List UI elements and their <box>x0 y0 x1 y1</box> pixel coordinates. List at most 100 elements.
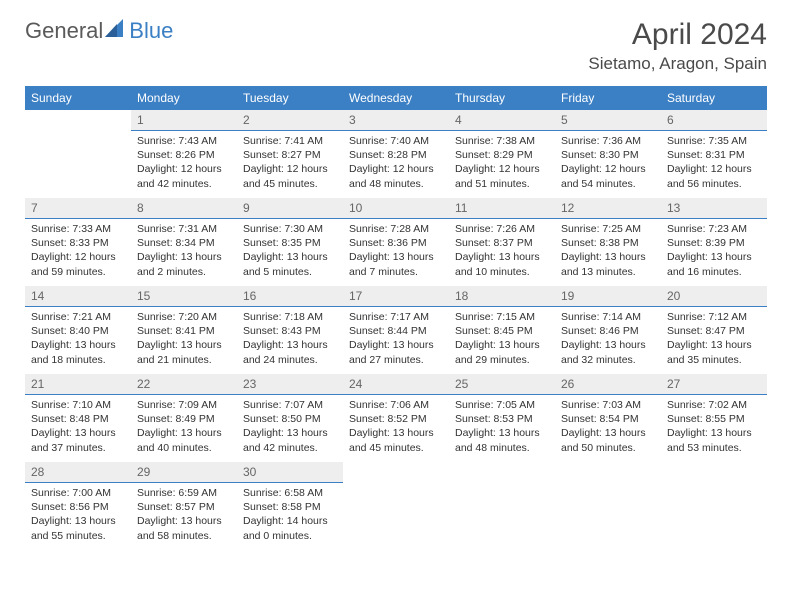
calendar-day-cell: 26Sunrise: 7:03 AMSunset: 8:54 PMDayligh… <box>555 374 661 462</box>
day-details: Sunrise: 7:14 AMSunset: 8:46 PMDaylight:… <box>555 307 661 373</box>
day-number: 30 <box>237 462 343 483</box>
daylight-text: Daylight: 13 hours <box>243 250 337 264</box>
day-details: Sunrise: 7:31 AMSunset: 8:34 PMDaylight:… <box>131 219 237 285</box>
day-number: 21 <box>25 374 131 395</box>
sunset-text: Sunset: 8:52 PM <box>349 412 443 426</box>
daylight-text: Daylight: 13 hours <box>667 250 761 264</box>
daylight-text: and 21 minutes. <box>137 353 231 367</box>
day-number: 3 <box>343 110 449 131</box>
calendar-day-cell: 17Sunrise: 7:17 AMSunset: 8:44 PMDayligh… <box>343 286 449 374</box>
calendar-day-cell: 28Sunrise: 7:00 AMSunset: 8:56 PMDayligh… <box>25 462 131 550</box>
daylight-text: and 48 minutes. <box>349 177 443 191</box>
daylight-text: and 7 minutes. <box>349 265 443 279</box>
daylight-text: and 50 minutes. <box>561 441 655 455</box>
sunrise-text: Sunrise: 7:30 AM <box>243 222 337 236</box>
calendar-day-cell: 22Sunrise: 7:09 AMSunset: 8:49 PMDayligh… <box>131 374 237 462</box>
daylight-text: and 27 minutes. <box>349 353 443 367</box>
daylight-text: Daylight: 14 hours <box>243 514 337 528</box>
sunset-text: Sunset: 8:33 PM <box>31 236 125 250</box>
day-number: 1 <box>131 110 237 131</box>
day-details: Sunrise: 7:15 AMSunset: 8:45 PMDaylight:… <box>449 307 555 373</box>
sunrise-text: Sunrise: 7:38 AM <box>455 134 549 148</box>
calendar-week-row: 21Sunrise: 7:10 AMSunset: 8:48 PMDayligh… <box>25 374 767 462</box>
calendar-day-cell <box>25 110 131 198</box>
day-number: 10 <box>343 198 449 219</box>
daylight-text: Daylight: 13 hours <box>455 338 549 352</box>
day-number: 14 <box>25 286 131 307</box>
daylight-text: and 18 minutes. <box>31 353 125 367</box>
calendar-day-cell <box>661 462 767 550</box>
sunset-text: Sunset: 8:54 PM <box>561 412 655 426</box>
sunset-text: Sunset: 8:39 PM <box>667 236 761 250</box>
calendar-day-cell: 5Sunrise: 7:36 AMSunset: 8:30 PMDaylight… <box>555 110 661 198</box>
daylight-text: and 0 minutes. <box>243 529 337 543</box>
day-details: Sunrise: 7:03 AMSunset: 8:54 PMDaylight:… <box>555 395 661 461</box>
daylight-text: and 56 minutes. <box>667 177 761 191</box>
page-title: April 2024 <box>588 18 767 52</box>
daylight-text: Daylight: 13 hours <box>561 250 655 264</box>
daylight-text: and 51 minutes. <box>455 177 549 191</box>
daylight-text: Daylight: 12 hours <box>243 162 337 176</box>
sunset-text: Sunset: 8:48 PM <box>31 412 125 426</box>
daylight-text: Daylight: 12 hours <box>137 162 231 176</box>
calendar-header-row: Sunday Monday Tuesday Wednesday Thursday… <box>25 86 767 110</box>
sunrise-text: Sunrise: 7:26 AM <box>455 222 549 236</box>
day-details: Sunrise: 7:33 AMSunset: 8:33 PMDaylight:… <box>25 219 131 285</box>
daylight-text: and 40 minutes. <box>137 441 231 455</box>
calendar-day-cell: 16Sunrise: 7:18 AMSunset: 8:43 PMDayligh… <box>237 286 343 374</box>
daylight-text: and 53 minutes. <box>667 441 761 455</box>
calendar-table: Sunday Monday Tuesday Wednesday Thursday… <box>25 86 767 550</box>
day-details: Sunrise: 7:17 AMSunset: 8:44 PMDaylight:… <box>343 307 449 373</box>
day-details: Sunrise: 7:38 AMSunset: 8:29 PMDaylight:… <box>449 131 555 197</box>
sunset-text: Sunset: 8:36 PM <box>349 236 443 250</box>
calendar-day-cell: 13Sunrise: 7:23 AMSunset: 8:39 PMDayligh… <box>661 198 767 286</box>
sunrise-text: Sunrise: 7:17 AM <box>349 310 443 324</box>
day-details: Sunrise: 7:28 AMSunset: 8:36 PMDaylight:… <box>343 219 449 285</box>
calendar-day-cell: 15Sunrise: 7:20 AMSunset: 8:41 PMDayligh… <box>131 286 237 374</box>
sunset-text: Sunset: 8:43 PM <box>243 324 337 338</box>
logo: General Blue <box>25 18 173 44</box>
calendar-day-cell <box>555 462 661 550</box>
calendar-day-cell: 3Sunrise: 7:40 AMSunset: 8:28 PMDaylight… <box>343 110 449 198</box>
daylight-text: Daylight: 13 hours <box>561 426 655 440</box>
sunrise-text: Sunrise: 7:06 AM <box>349 398 443 412</box>
calendar-week-row: 28Sunrise: 7:00 AMSunset: 8:56 PMDayligh… <box>25 462 767 550</box>
sunrise-text: Sunrise: 7:20 AM <box>137 310 231 324</box>
day-header: Saturday <box>661 86 767 110</box>
sunset-text: Sunset: 8:40 PM <box>31 324 125 338</box>
sunrise-text: Sunrise: 7:14 AM <box>561 310 655 324</box>
calendar-day-cell: 7Sunrise: 7:33 AMSunset: 8:33 PMDaylight… <box>25 198 131 286</box>
daylight-text: and 13 minutes. <box>561 265 655 279</box>
day-details: Sunrise: 7:26 AMSunset: 8:37 PMDaylight:… <box>449 219 555 285</box>
calendar-week-row: 1Sunrise: 7:43 AMSunset: 8:26 PMDaylight… <box>25 110 767 198</box>
sunset-text: Sunset: 8:49 PM <box>137 412 231 426</box>
day-header: Monday <box>131 86 237 110</box>
day-details: Sunrise: 6:59 AMSunset: 8:57 PMDaylight:… <box>131 483 237 549</box>
daylight-text: Daylight: 13 hours <box>667 338 761 352</box>
day-details: Sunrise: 7:10 AMSunset: 8:48 PMDaylight:… <box>25 395 131 461</box>
sunset-text: Sunset: 8:29 PM <box>455 148 549 162</box>
calendar-day-cell <box>449 462 555 550</box>
daylight-text: Daylight: 12 hours <box>349 162 443 176</box>
calendar-day-cell: 8Sunrise: 7:31 AMSunset: 8:34 PMDaylight… <box>131 198 237 286</box>
daylight-text: Daylight: 13 hours <box>243 338 337 352</box>
daylight-text: Daylight: 12 hours <box>667 162 761 176</box>
calendar-day-cell: 14Sunrise: 7:21 AMSunset: 8:40 PMDayligh… <box>25 286 131 374</box>
sunrise-text: Sunrise: 7:28 AM <box>349 222 443 236</box>
daylight-text: Daylight: 13 hours <box>31 338 125 352</box>
sunset-text: Sunset: 8:53 PM <box>455 412 549 426</box>
day-number: 5 <box>555 110 661 131</box>
sunset-text: Sunset: 8:27 PM <box>243 148 337 162</box>
logo-text-general: General <box>25 18 103 44</box>
day-details: Sunrise: 7:23 AMSunset: 8:39 PMDaylight:… <box>661 219 767 285</box>
header: General Blue April 2024 Sietamo, Aragon,… <box>25 18 767 74</box>
daylight-text: Daylight: 12 hours <box>561 162 655 176</box>
daylight-text: Daylight: 13 hours <box>667 426 761 440</box>
sunrise-text: Sunrise: 7:12 AM <box>667 310 761 324</box>
day-header: Sunday <box>25 86 131 110</box>
day-number: 18 <box>449 286 555 307</box>
day-number: 13 <box>661 198 767 219</box>
daylight-text: Daylight: 13 hours <box>243 426 337 440</box>
calendar-day-cell <box>343 462 449 550</box>
day-details: Sunrise: 7:00 AMSunset: 8:56 PMDaylight:… <box>25 483 131 549</box>
